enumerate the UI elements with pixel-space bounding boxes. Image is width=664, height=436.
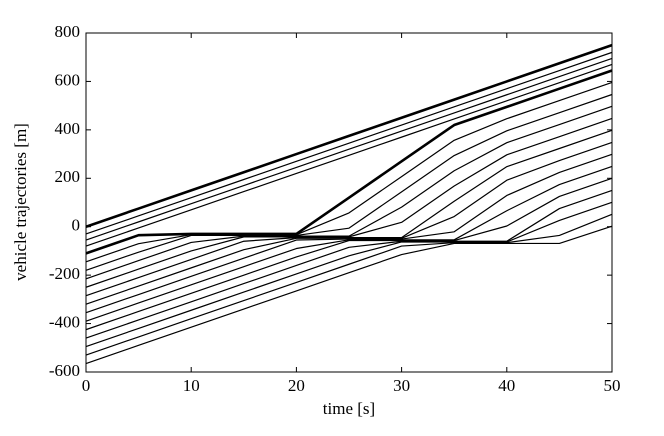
trajectory-line	[85, 141, 613, 305]
trajectory-line	[85, 93, 613, 271]
trajectory-line	[85, 63, 613, 247]
trajectory-line	[85, 165, 613, 322]
x-tick-label: 10	[183, 376, 200, 395]
trajectory-line	[85, 213, 613, 356]
trajectory-line	[85, 57, 613, 241]
y-tick-label: 800	[55, 22, 81, 41]
trajectory-line	[85, 177, 613, 331]
x-tick-label: 30	[393, 376, 410, 395]
x-axis-label: time [s]	[323, 399, 375, 418]
y-tick-label: 200	[55, 167, 81, 186]
trajectory-line	[85, 129, 613, 297]
x-tick-label: 40	[498, 376, 515, 395]
trajectory-line	[85, 201, 613, 348]
y-tick-label: 400	[55, 119, 81, 138]
y-tick-label: -400	[49, 312, 80, 331]
x-tick-label: 20	[288, 376, 305, 395]
y-tick-label: 600	[55, 70, 81, 89]
trajectory-line	[85, 153, 613, 314]
trajectory-line	[85, 51, 613, 235]
y-tick-label: -600	[49, 361, 80, 380]
x-tick-label: 0	[82, 376, 91, 395]
trajectory-line	[85, 43, 613, 228]
x-tick-label: 50	[604, 376, 621, 395]
y-tick-label: 0	[72, 216, 81, 235]
trajectory-line	[85, 81, 613, 263]
y-tick-label: -200	[49, 264, 80, 283]
trajectory-line	[85, 225, 613, 365]
trajectory-line	[85, 105, 613, 280]
trajectory-line	[85, 69, 613, 255]
y-axis-label: vehicle trajectories [m]	[11, 123, 30, 281]
trajectory-line	[85, 117, 613, 288]
trajectory-line	[85, 189, 613, 339]
plot-frame	[85, 32, 613, 373]
